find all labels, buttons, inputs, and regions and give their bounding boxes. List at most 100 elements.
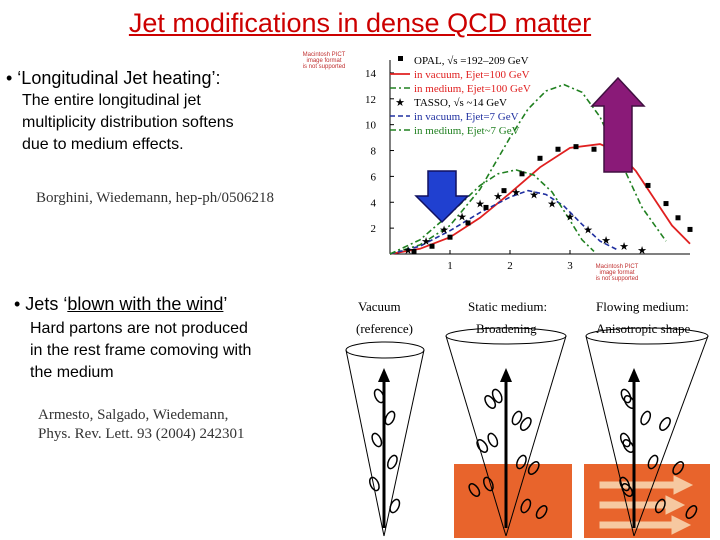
opal-point	[465, 220, 471, 226]
tasso-point: ★	[529, 190, 539, 202]
header-static-medium: Static medium:	[468, 299, 547, 314]
y-tick-label: 2	[371, 223, 377, 235]
bullet2-suffix: ’	[223, 294, 228, 314]
tasso-point: ★	[511, 187, 521, 199]
arrow-overlay-right	[590, 76, 646, 173]
x-tick-label: 3	[567, 260, 573, 272]
gluon-loop	[647, 454, 659, 470]
gluon-loop	[640, 410, 652, 426]
gluon-loop	[484, 395, 497, 409]
pict-placeholder-top: Macintosh PICT image format is not suppo…	[288, 52, 360, 70]
flow-arrows	[599, 475, 694, 535]
gluon-loop	[468, 483, 481, 497]
opal-point	[447, 234, 453, 240]
gluon-loop	[622, 439, 635, 453]
opal-point	[483, 204, 489, 210]
pict-line-2b: image format	[599, 270, 635, 276]
citation-armesto-line-2: Phys. Rev. Lett. 93 (2004) 242301	[38, 426, 245, 442]
tasso-point: ★	[421, 236, 431, 248]
cone-edge-right	[505, 335, 567, 537]
tasso-point: ★	[601, 235, 611, 247]
opal-point	[663, 201, 669, 207]
bullet2-prefix: • Jets ‘	[14, 294, 68, 314]
arrow-overlay-left	[414, 170, 470, 224]
opal-point	[675, 215, 681, 221]
section1-line-3: due to medium effects.	[22, 136, 184, 153]
tasso-point: ★	[403, 245, 413, 257]
y-tick-label: 10	[365, 120, 377, 132]
tasso-point: ★	[547, 199, 557, 211]
opal-point	[501, 188, 507, 194]
citation-borghini: Borghini, Wiedemann, hep-ph/0506218	[36, 190, 274, 206]
gluon-loop	[619, 432, 631, 448]
page-title: Jet modifications in dense QCD matter	[128, 8, 592, 38]
tasso-point: ★	[583, 224, 593, 236]
gluon-loop	[371, 432, 383, 448]
pict-line-2: image format	[306, 58, 342, 64]
citation-armesto: Armesto, Salgado, Wiedemann, Phys. Rev. …	[38, 406, 245, 444]
y-tick-label: 12	[365, 94, 376, 106]
gluon-loop	[672, 461, 685, 475]
legend-label: in vacuum, Ejet=100 GeV	[414, 69, 530, 81]
bullet-longitudinal-jet-heating: • ‘Longitudinal Jet heating’:	[6, 68, 221, 88]
gluon-loop	[389, 498, 401, 514]
opal-point	[645, 182, 651, 188]
gluon-loop	[619, 476, 631, 492]
header-vacuum: Vacuum	[358, 299, 401, 314]
arrow-head-icon	[628, 368, 640, 382]
section2-line-3: the medium	[30, 364, 114, 381]
legend-marker-star: ★	[395, 97, 405, 109]
gluon-loop	[476, 439, 489, 453]
y-tick-label: 14	[365, 68, 377, 80]
cone-rim	[445, 327, 567, 345]
header-flowing-medium: Flowing medium:	[596, 299, 689, 314]
legend-label: OPAL, √s =192–209 GeV	[414, 55, 529, 67]
opal-point	[519, 171, 525, 177]
down-arrow-icon	[414, 170, 470, 224]
cone-edge-left	[345, 349, 385, 537]
y-tick-label: 8	[371, 146, 377, 158]
chart-legend: OPAL, √s =192–209 GeV in vacuum, Ejet=100…	[390, 55, 531, 137]
opal-point	[537, 155, 543, 161]
tasso-point: ★	[439, 224, 449, 236]
x-tick-label: 1	[447, 260, 453, 272]
opal-point	[555, 146, 561, 152]
gluon-loop	[487, 432, 499, 448]
section1-line-2: multiplicity distribution softens	[22, 114, 234, 131]
tasso-point: ★	[493, 191, 503, 203]
bullet2-underlined: blown with the wind	[67, 294, 224, 314]
tasso-point: ★	[475, 199, 485, 211]
pict-placeholder-bottom: Macintosh PICT image format is not suppo…	[580, 264, 654, 282]
gluon-loop	[621, 483, 634, 497]
tasso-point: ★	[619, 241, 629, 253]
legend-label: in vacuum, Ejet=7 GeV	[414, 111, 519, 123]
static-medium-box	[454, 464, 572, 538]
gluon-loop	[386, 454, 398, 470]
gluon-loop	[654, 498, 666, 514]
up-arrow-icon	[590, 76, 646, 173]
opal-point	[687, 226, 693, 232]
section1-line-1: The entire longitudinal jet	[22, 92, 201, 109]
pict-line-1b: Macintosh PICT	[595, 264, 639, 270]
cone-rim	[585, 327, 709, 345]
cone-edge-right	[633, 335, 709, 537]
tasso-point: ★	[565, 211, 575, 223]
x-tick-label: 2	[507, 260, 513, 272]
subheader-reference: (reference)	[356, 321, 413, 336]
y-tick-label: 6	[371, 171, 377, 183]
jet-cones	[345, 327, 709, 537]
cone-edge-left	[585, 335, 635, 537]
gluon-loop	[535, 505, 548, 519]
gluon-loop	[368, 476, 380, 492]
gluon-loop	[527, 461, 540, 475]
section1-body: The entire longitudinal jet multiplicity…	[22, 90, 234, 156]
tasso-point: ★	[457, 211, 467, 223]
gluon-loop	[623, 395, 636, 409]
arrow-head-icon	[500, 368, 512, 382]
citation-armesto-line-1: Armesto, Salgado, Wiedemann,	[38, 407, 229, 423]
gluon-loop	[620, 388, 632, 404]
opal-point	[573, 144, 579, 150]
gluon-loop	[511, 410, 523, 426]
